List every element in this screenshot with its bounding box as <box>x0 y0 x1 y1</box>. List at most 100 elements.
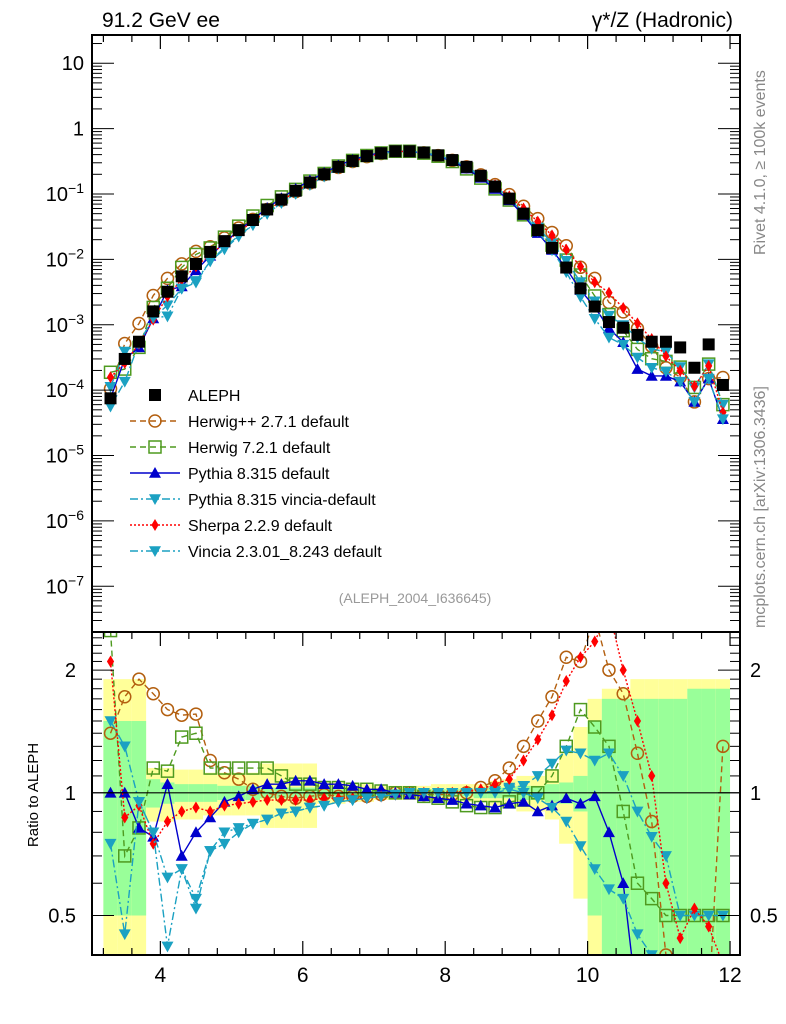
ratio-point <box>631 929 644 941</box>
data-point <box>602 332 615 344</box>
reference-point <box>189 257 202 270</box>
reference-point <box>474 169 487 182</box>
legend-marker <box>148 414 162 428</box>
y-tick-label: 10−1 <box>46 180 84 206</box>
legend-label: Sherpa 2.2.9 default <box>188 518 333 535</box>
reference-point <box>631 328 644 341</box>
x-tick-label: 6 <box>297 964 309 987</box>
reference-point <box>261 203 274 216</box>
ratio-point <box>688 1000 700 1012</box>
legend-entry: Herwig++ 2.7.1 default <box>130 414 350 431</box>
ratio-point <box>602 884 615 896</box>
ratio-point <box>631 1000 643 1011</box>
ratio-point <box>204 846 217 857</box>
ratio-point <box>118 690 132 704</box>
band-stat <box>616 698 631 955</box>
ratio-point <box>690 902 699 915</box>
ratio-point <box>246 761 260 775</box>
band-stat <box>587 721 602 916</box>
ratio-point <box>118 741 131 753</box>
legend-label: Herwig++ 2.7.1 default <box>188 414 350 431</box>
ratio-point <box>320 792 328 805</box>
data-point <box>204 256 217 268</box>
data-point <box>688 397 701 408</box>
reference-point <box>118 352 131 365</box>
ratio-point <box>717 1001 729 1012</box>
y-tick-label: 10−7 <box>46 572 84 598</box>
ratio-point <box>645 950 658 955</box>
ratio-frame <box>91 631 741 956</box>
series-4-main <box>106 145 727 419</box>
ratio-point <box>231 772 246 786</box>
ratio-point <box>249 795 257 808</box>
ratio-point <box>630 746 645 761</box>
ratio-point <box>717 1000 729 1011</box>
ratio-point <box>189 893 202 905</box>
ratio-point <box>516 739 531 754</box>
reference-point <box>432 149 445 162</box>
ratio-point <box>531 805 544 817</box>
x-tick-label: 10 <box>576 964 599 987</box>
ratio-y-tick-label: 1 <box>65 783 76 805</box>
ratio-point <box>491 778 499 791</box>
legend-marker <box>149 546 161 557</box>
ratio-point <box>118 929 131 941</box>
y-tick-label: 10−6 <box>46 507 84 533</box>
ratio-point <box>546 758 559 770</box>
ratio-point <box>674 1000 686 1011</box>
ratio-point <box>232 790 245 802</box>
ratio-point <box>674 973 686 985</box>
data-point <box>588 313 601 325</box>
rivet-version-label: Rivet 4.1.0, ≥ 100k events <box>752 70 769 255</box>
ratio-point <box>375 783 388 795</box>
ratio-point <box>545 690 559 704</box>
data-point <box>548 229 556 242</box>
ratio-point <box>192 801 200 814</box>
y-tick-label: 10−2 <box>46 245 84 271</box>
ratio-point <box>277 794 286 807</box>
ratio-point <box>260 761 274 775</box>
ratio-point <box>574 748 587 760</box>
ratio-point <box>588 864 601 876</box>
data-point <box>617 339 630 351</box>
ratio-point <box>503 784 516 796</box>
band-total <box>573 727 588 899</box>
ratio-point <box>203 761 217 775</box>
reference-point <box>346 154 359 167</box>
ratio-point <box>588 790 601 802</box>
ratio-point <box>292 794 300 807</box>
data-point <box>705 359 713 372</box>
ratio-point <box>446 794 459 805</box>
reference-point <box>289 184 302 197</box>
reference-point <box>546 241 559 254</box>
legend-entry: Pythia 8.315 default <box>130 466 330 483</box>
axes: 4 6 8 10 12 10 1 10−1 10−2 10−3 10−4 10−5 10−6 10−7 2 2… <box>46 34 778 987</box>
analysis-label: (ALEPH_2004_I636645) <box>339 590 492 606</box>
ratio-point <box>617 771 630 782</box>
reference-point <box>574 282 587 295</box>
ratio-point <box>644 814 659 829</box>
reference-point <box>218 235 231 248</box>
ratio-point <box>688 1001 700 1012</box>
ratio-point <box>531 714 545 728</box>
ratio-point <box>160 702 175 717</box>
band-stat <box>644 698 659 955</box>
ratio-point <box>562 675 570 688</box>
ratio-point <box>174 708 189 722</box>
x-tick-label: 8 <box>439 964 451 987</box>
ratio-point <box>546 802 559 814</box>
reference-point <box>659 335 672 348</box>
legend-marker <box>149 389 161 401</box>
ratio-point <box>648 769 656 782</box>
data-point <box>118 346 131 358</box>
ratio-point <box>633 715 642 728</box>
legend-entry: ALEPH <box>149 388 240 405</box>
y-tick-label: 10−4 <box>46 376 84 402</box>
ratio-point <box>587 720 602 734</box>
reference-point <box>360 150 373 163</box>
ratio-point <box>217 761 232 775</box>
ratio-point <box>189 707 203 721</box>
legend-label: Pythia 8.315 vincia-default <box>188 492 376 509</box>
legend: ALEPH Herwig++ 2.7.1 default Herwig 7.2.1 … <box>130 388 382 561</box>
reference-point <box>389 145 402 158</box>
